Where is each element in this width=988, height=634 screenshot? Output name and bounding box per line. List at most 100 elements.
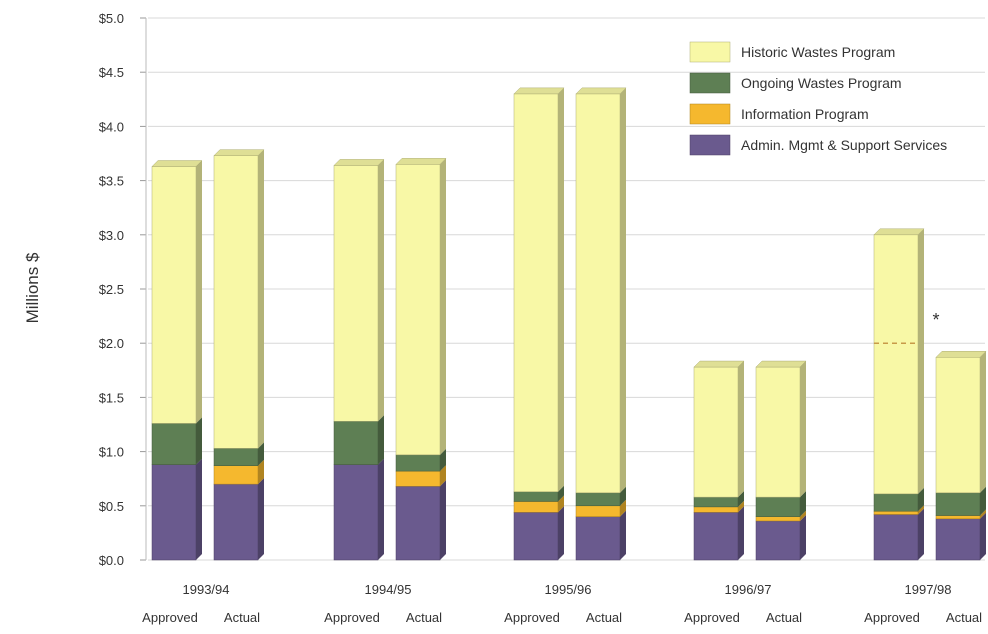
bar-segment-side [258,149,264,449]
bar-label: Approved [504,610,560,625]
bar-top [213,149,265,156]
legend-swatch [689,72,731,94]
bar-segment-side [258,442,264,466]
bar-segment-side [378,415,384,465]
bar-1995-96-actual [575,87,627,561]
y-tick-label: $0.5 [99,499,124,514]
legend-label: Admin. Mgmt & Support Services [741,137,947,153]
bar-segment-side [620,510,626,560]
bar-label: Actual [586,610,622,625]
bar-segment [873,510,919,515]
bar-segment-side [620,499,626,517]
legend-label: Information Program [741,106,869,122]
group-label: 1994/95 [365,582,412,597]
bar-segment-side [918,487,924,512]
bar-segment [395,454,441,472]
y-tick-label: $2.5 [99,282,124,297]
y-tick-label: $0.0 [99,553,124,568]
bar-label: Approved [324,610,380,625]
bar-segment [333,420,379,465]
bar-1994-95-approved [333,159,385,561]
bar-segment-side [440,158,446,455]
bar-segment-side [980,512,986,560]
bar-top [151,160,203,167]
bar-segment [873,493,919,512]
bar-segment-side [800,510,806,521]
bar-segment [755,496,801,517]
y-tick-label: $2.0 [99,336,124,351]
bar-label: Approved [684,610,740,625]
bar-segment [693,496,739,508]
bar-1997-98-actual [935,351,987,561]
legend-swatch [689,41,731,63]
bar-segment [513,512,559,561]
bar-segment-side [918,505,924,515]
bar-segment [395,164,441,456]
bar-label: Approved [142,610,198,625]
bar-segment [575,516,621,561]
bar-segment-side [738,491,744,507]
y-tick-label: $3.5 [99,174,124,189]
legend-swatch [689,103,731,125]
bar-segment-side [980,486,986,516]
bar-segment [693,506,739,513]
legend-label: Ongoing Wastes Program [741,75,902,91]
bar-top [513,87,565,95]
bar-segment-side [800,514,806,560]
bar-segment [935,357,981,494]
bar-segment [755,366,801,498]
bars: * [151,87,987,561]
bar-segment [693,366,739,498]
annotation-asterisk: * [932,310,939,330]
bar-1993-94-approved [151,160,203,561]
y-axis-label: Millions $ [23,252,42,323]
bar-segment-side [980,509,986,519]
bar-segment-side [980,351,986,493]
bar-top [333,159,385,166]
bar-label: Actual [224,610,260,625]
bar-segment [213,448,259,466]
bar-segment [575,93,621,494]
bar-segment-side [918,508,924,560]
legend: Historic Wastes Program Ongoing Wastes Pr… [689,41,947,156]
legend-label: Historic Wastes Program [741,44,895,60]
bar-segment [213,465,259,485]
bar-segment [575,505,621,517]
bar-segment-side [558,87,564,492]
bar-segment-side [196,417,202,465]
bar-segment [575,492,621,507]
bar-top [575,87,627,95]
bar-segment [333,464,379,561]
bar-segment [693,512,739,561]
bar-segment-side [440,465,446,487]
bar-segment-side [738,506,744,560]
bar-segment [755,520,801,561]
bar-segment-side [378,458,384,560]
bar-segment-side [558,506,564,560]
bar-segment-side [918,228,924,494]
bar-segment-side [620,87,626,493]
y-tick-label: $4.0 [99,119,124,134]
bar-segment [873,234,919,495]
bar-label: Actual [946,610,982,625]
bar-segment-side [258,459,264,485]
bar-top [693,360,745,368]
gridlines [148,17,985,561]
bar-segment [151,464,197,561]
bar-segment [755,516,801,522]
y-tick-label: $4.5 [99,65,124,80]
y-axis: $0.0 $0.5 $1.0 $1.5 $2.0 $2.5 $3.0 $3.5 $4.0 $4.5… [99,11,147,568]
legend-swatch [689,134,731,156]
bar-segment [333,165,379,422]
bar-label: Actual [406,610,442,625]
group-label: 1995/96 [545,582,592,597]
group-label: 1997/98 [905,582,952,597]
y-tick-label: $5.0 [99,11,124,26]
bar-top [395,158,447,165]
bar-segment [151,166,197,424]
bar-segment-side [440,448,446,472]
bar-segment-side [558,485,564,502]
bar-segment-side [196,458,202,560]
bar-segment [873,514,919,561]
